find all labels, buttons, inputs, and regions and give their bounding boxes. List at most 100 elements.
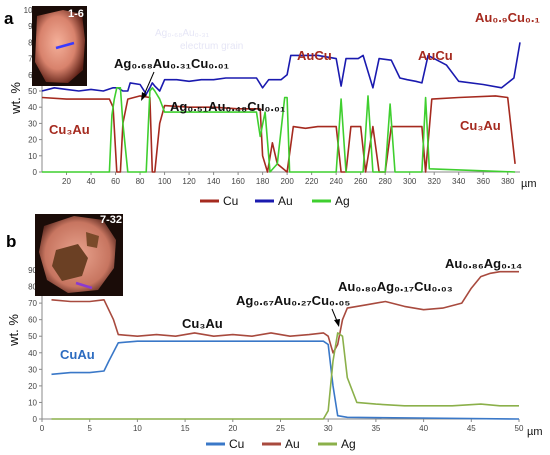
- panel-a-legend: Cu Au Ag: [200, 194, 350, 208]
- legend-b-ag-label: Ag: [341, 437, 356, 451]
- panel-a-xtick-label: 380: [501, 177, 515, 186]
- panel-a-xtick-label: 60: [111, 177, 120, 186]
- panel-a-annotation-cu3au-left: Cu₃Au: [49, 122, 90, 137]
- legend-a-au-label: Au: [278, 194, 293, 208]
- panel-a-xtick-label: 300: [403, 177, 417, 186]
- panel-b-inset-dark-phase-2: [86, 232, 99, 248]
- panel-a-xtick-label: 120: [182, 177, 196, 186]
- panel-a-xtick-label: 320: [428, 177, 442, 186]
- panel-a-xtick-label: 180: [256, 177, 270, 186]
- panel-b-chart: b wt. % 0 10 20 30 40 50 60 70 80 90 0 5 10 15 20 25 30…: [6, 214, 543, 451]
- panel-a-label: a: [4, 9, 14, 28]
- panel-b-annotation-cu3au: Cu₃Au: [182, 316, 223, 331]
- panel-b-ytick-label: 60: [28, 316, 37, 325]
- panel-b-ytick-label: 40: [28, 349, 37, 358]
- panel-b-annotation-au086: Au₀.₈₆Ag₀.₁₄: [445, 256, 522, 271]
- watermark-2: electrum grain: [180, 41, 243, 52]
- panel-b-legend: Cu Au Ag: [206, 437, 356, 451]
- panel-b-annotation-au080: Au₀.₈₀Ag₀.₁₇Cu₀.₀₃: [338, 279, 453, 294]
- panel-a-xtick-label: 40: [87, 177, 96, 186]
- panel-a-ytick-label: 10: [28, 152, 37, 161]
- panel-b-inset-image: 7-32: [35, 214, 123, 296]
- panel-a-annotation-arrowhead: [141, 92, 147, 101]
- panel-b-ytick-label: 90: [28, 266, 37, 275]
- panel-b-annotation-arrowhead: [334, 319, 340, 327]
- panel-b-xtick-label: 40: [419, 424, 428, 433]
- panel-a-xtick-label: 220: [305, 177, 319, 186]
- panel-b-xtick-label: 45: [467, 424, 476, 433]
- panel-a-annotation-cu3au-right: Cu₃Au: [460, 118, 501, 133]
- panel-a-xtick-label: 360: [477, 177, 491, 186]
- panel-a-xtick-label: 160: [231, 177, 245, 186]
- panel-a-ytick-label: 50: [28, 87, 37, 96]
- panel-a-ytick-label: 20: [28, 136, 37, 145]
- panel-b-label: b: [6, 232, 16, 251]
- panel-a-ytick-label: 100: [24, 6, 38, 15]
- panel-b-ytick-label: 0: [33, 415, 38, 424]
- panel-a-xtick-label: 140: [207, 177, 221, 186]
- panel-a-lines: [41, 42, 521, 173]
- panel-b-xtick-label: 5: [87, 424, 92, 433]
- panel-b-series-cu: [51, 340, 520, 420]
- panel-b-xtick-label: 10: [133, 424, 142, 433]
- panel-a-ytick-label: 40: [28, 103, 37, 112]
- panel-a-xtick-label: 200: [280, 177, 294, 186]
- panel-b-ytick-label: 80: [28, 283, 37, 292]
- panel-b-lines: [51, 270, 520, 420]
- panel-b-inset-dark-phase: [52, 244, 88, 281]
- panel-a-xtick-label: 100: [158, 177, 172, 186]
- panel-b-xtick-label: 20: [228, 424, 237, 433]
- panel-b-inset-label: 7-32: [100, 214, 122, 226]
- panel-a-series-ag: [42, 87, 516, 173]
- panel-b-xtick-label: 15: [181, 424, 190, 433]
- panel-a-inset-scanline: [55, 41, 75, 50]
- panel-a-axes: [41, 10, 520, 173]
- panel-b-inset-scanline: [75, 281, 93, 290]
- panel-a-annotation-ag068: Ag₀.₆₈Au₀.₃₁Cu₀.₀₁: [114, 56, 229, 71]
- panel-a-series-au: [41, 42, 521, 95]
- panel-b-ytick-label: 70: [28, 299, 37, 308]
- panel-a-annotation-aucu-2: AuCu: [418, 48, 453, 63]
- panel-b-yticks: 0 10 20 30 40 50 60 70 80 90: [28, 266, 42, 424]
- panel-a-ytick-label: 30: [28, 119, 37, 128]
- panel-b-series-ag: [51, 332, 519, 420]
- panel-a-unit: µm: [521, 178, 537, 190]
- panel-b-ytick-label: 50: [28, 332, 37, 341]
- panel-a-ylabel: wt. %: [8, 82, 23, 115]
- panel-b-ytick-label: 20: [28, 382, 37, 391]
- panel-a-chart: a wt. % 0102030405060708090100 204060801…: [4, 6, 540, 208]
- panel-a-inset-label: 1-6: [68, 8, 84, 20]
- panel-a-annotation-aucu-1: AuCu: [297, 48, 332, 63]
- panel-b-ytick-label: 10: [28, 398, 37, 407]
- panel-b-ytick-label: 30: [28, 365, 37, 374]
- panel-a-xtick-label: 280: [378, 177, 392, 186]
- panel-b-annotation-ag067: Ag₀.₆₇Au₀.₂₇Cu₀.₀₅: [236, 293, 350, 308]
- panel-a-annotation-au09: Au₀.₉Cu₀.₁: [475, 10, 540, 25]
- watermark-1: Ag₀.₆₈Au₀.₃₁: [155, 28, 210, 39]
- panel-b-xtick-label: 50: [515, 424, 524, 433]
- panel-b-xtick-label: 0: [40, 424, 45, 433]
- panel-a-xtick-label: 340: [452, 177, 466, 186]
- panel-a-ytick-label: 0: [33, 168, 38, 177]
- panel-b-annotation-arrow: [331, 308, 338, 322]
- panel-a-xticks: 20 40 60 80 100 120 140 160 180 200 220 240 260 280 30…: [62, 172, 515, 186]
- panel-b-xtick-label: 30: [324, 424, 333, 433]
- panel-a-xtick-label: 260: [354, 177, 368, 186]
- panel-a-xtick-label: 80: [136, 177, 145, 186]
- legend-b-cu-label: Cu: [229, 437, 244, 451]
- panel-b-annotation-cuau: CuAu: [60, 347, 95, 362]
- legend-a-cu-label: Cu: [223, 194, 238, 208]
- legend-b-au-label: Au: [285, 437, 300, 451]
- panel-a-inset-image: 1-6: [32, 6, 87, 86]
- panel-a-xtick-label: 20: [62, 177, 71, 186]
- panel-a-annotation-arrow: [143, 71, 155, 96]
- panel-b-ylabel: wt. %: [6, 314, 21, 347]
- panel-b-xtick-label: 25: [276, 424, 285, 433]
- panel-b-series-au: [51, 270, 519, 354]
- panel-a-xtick-label: 240: [329, 177, 343, 186]
- legend-a-ag-label: Ag: [335, 194, 350, 208]
- panel-b-xtick-label: 35: [371, 424, 380, 433]
- panel-b-unit: µm: [527, 426, 543, 438]
- panel-a-annotation-ag051: Ag₀.₅₁Au₀.₄₈Cu₀.₀₁: [170, 99, 285, 114]
